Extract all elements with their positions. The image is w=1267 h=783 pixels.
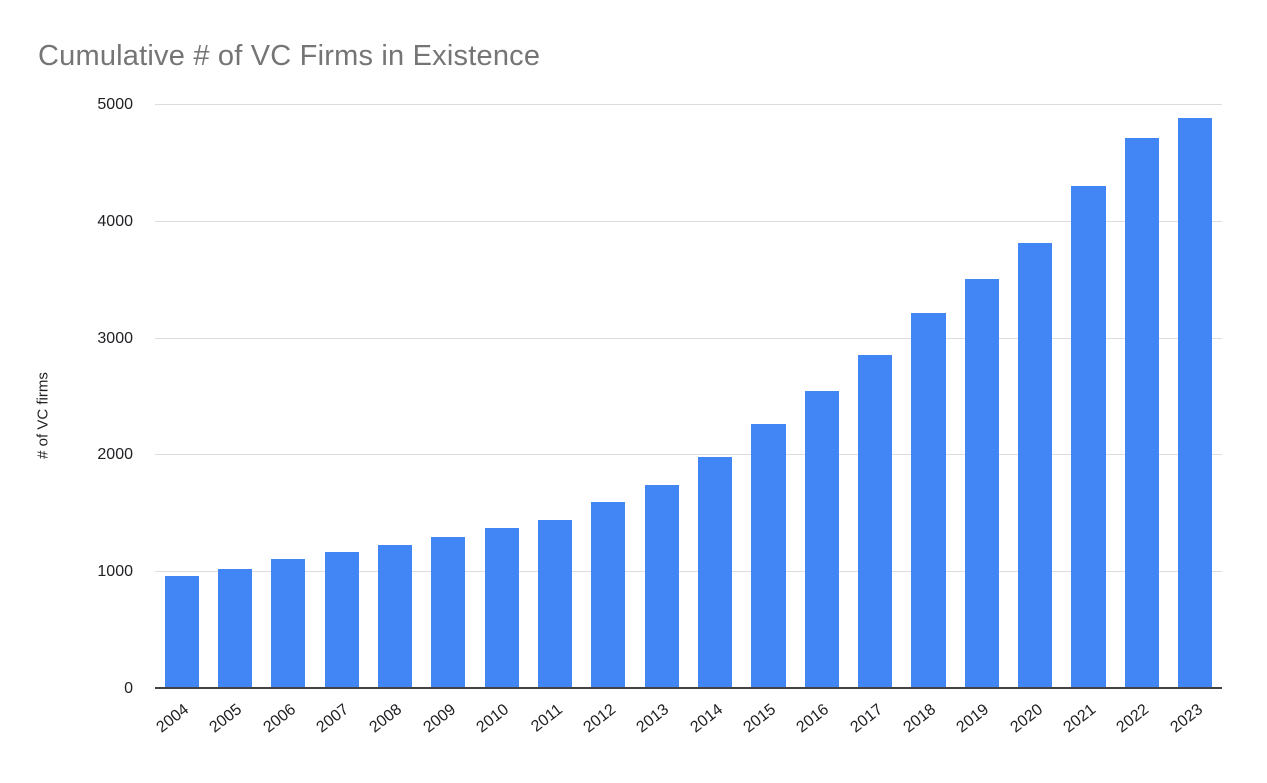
- bar-cell: [955, 105, 1008, 689]
- bar-2019: [964, 279, 999, 689]
- bar-2011: [538, 519, 573, 689]
- bar-2016: [804, 391, 839, 689]
- bar-2018: [911, 312, 946, 689]
- x-tick-label: 2016: [793, 701, 833, 737]
- x-tick-label: 2008: [367, 701, 406, 737]
- y-axis-ticks: 0 1000 2000 3000 4000 5000: [0, 96, 143, 697]
- x-tick-label: 2012: [580, 701, 619, 737]
- bar-cell: [795, 105, 848, 689]
- x-tick-label: 2007: [313, 701, 353, 737]
- x-tick-label: 2015: [740, 701, 779, 737]
- y-tick-label: 5000: [97, 96, 133, 113]
- bar-cell: [1115, 105, 1168, 689]
- bar-2022: [1124, 137, 1159, 689]
- bar-cell: [902, 105, 955, 689]
- bar-2021: [1071, 185, 1106, 689]
- bar-cell: [1062, 105, 1115, 689]
- x-tick-label: 2019: [953, 701, 993, 737]
- bar-2005: [217, 568, 253, 689]
- y-tick-label: 0: [124, 680, 133, 697]
- gridline: [155, 104, 1222, 105]
- bar-cell: [1009, 105, 1062, 689]
- y-tick-label: 4000: [97, 212, 133, 230]
- bar-2009: [431, 537, 466, 689]
- bar-cell: [422, 105, 475, 689]
- bar-cell: [155, 105, 208, 689]
- gridline: [155, 337, 1222, 339]
- bar-2015: [751, 423, 786, 689]
- x-axis-line: [155, 687, 1222, 689]
- bar-2008: [377, 545, 413, 689]
- x-tick-label: 2014: [687, 701, 726, 737]
- bar-cell: [262, 105, 315, 689]
- bar-2012: [591, 502, 626, 689]
- bar-2023: [1178, 117, 1213, 689]
- bar-cell: [582, 105, 635, 689]
- bar-2010: [484, 527, 519, 689]
- chart-title: Cumulative # of VC Firms in Existence: [38, 40, 541, 72]
- x-tick-label: 2020: [1007, 701, 1046, 737]
- bar-cell: [688, 105, 741, 689]
- x-tick-label: 2018: [900, 701, 940, 737]
- x-tick-label: 2017: [847, 701, 886, 737]
- x-tick-label: 2013: [633, 701, 673, 737]
- x-tick-label: 2023: [1167, 701, 1206, 737]
- bars-layer: [155, 105, 1222, 689]
- bar-cell: [848, 105, 901, 689]
- bar-cell: [528, 105, 581, 689]
- y-tick-label: 1000: [97, 563, 133, 581]
- bar-cell: [635, 105, 688, 689]
- x-tick-label: 2005: [206, 701, 246, 737]
- bar-2014: [698, 456, 733, 689]
- bar-cell: [475, 105, 528, 689]
- gridline: [155, 571, 1222, 573]
- gridline: [155, 220, 1222, 222]
- x-axis-labels: 2004 2005 2006 2007 2008 2009 2010 2011 2012 2013…: [153, 691, 1222, 771]
- bar-2004: [164, 575, 199, 689]
- bar-2017: [858, 354, 893, 689]
- gridline: [155, 454, 1222, 456]
- bar-2013: [644, 484, 679, 689]
- x-tick-label: 2022: [1113, 701, 1153, 737]
- x-tick-label: 2004: [153, 701, 193, 737]
- plot-area: [155, 104, 1222, 689]
- x-tick-label: 2011: [528, 701, 566, 736]
- bar-2007: [324, 552, 359, 689]
- bar-2006: [271, 559, 306, 689]
- x-tick-label: 2006: [260, 701, 299, 737]
- bar-cell: [1169, 105, 1222, 689]
- bar-cell: [208, 105, 261, 689]
- x-tick-label: 2009: [420, 701, 459, 737]
- y-tick-label: 2000: [97, 446, 133, 464]
- x-tick-label: 2010: [473, 701, 513, 737]
- y-tick-label: 3000: [97, 329, 133, 347]
- bar-2020: [1018, 242, 1053, 689]
- bar-cell: [742, 105, 795, 689]
- bar-cell: [315, 105, 368, 689]
- x-tick-label: 2021: [1060, 701, 1100, 737]
- bar-cell: [368, 105, 421, 689]
